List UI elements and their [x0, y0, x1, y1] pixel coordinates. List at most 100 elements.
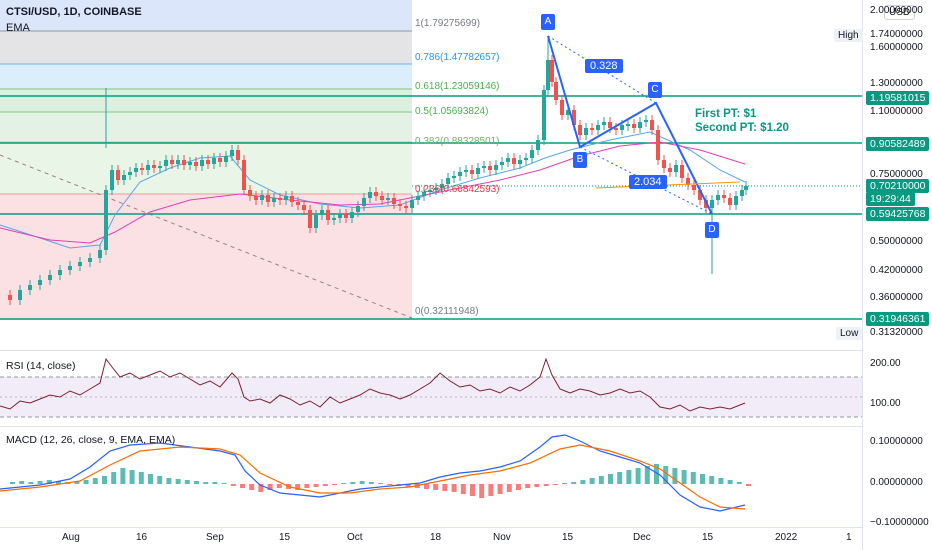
candle-body [230, 150, 234, 156]
candle-body [632, 124, 636, 128]
macd-hist-bar [304, 484, 310, 488]
candle-body [98, 250, 102, 258]
macd-hist-bar [341, 483, 347, 484]
macd-tick: 0.00000000 [870, 477, 923, 488]
rsi-title[interactable]: RSI (14, close) [6, 360, 76, 372]
candle-body [740, 190, 744, 196]
candle-body [212, 158, 216, 164]
macd-hist-bar [424, 484, 429, 489]
macd-hist-bar [194, 481, 199, 484]
candle-body [734, 196, 738, 205]
time-axis-divider [0, 527, 862, 528]
candle-body [744, 186, 748, 190]
candle-body [314, 215, 318, 228]
macd-hist-bar [203, 482, 209, 484]
macd-hist-bar [598, 476, 604, 484]
candle-body [302, 205, 306, 210]
macd-hist-bar [37, 481, 43, 484]
candle-body [728, 198, 732, 205]
price-tag-resistance: 1.19581015 [866, 91, 930, 105]
candle-body [398, 204, 402, 206]
macd-hist-bar [617, 472, 623, 484]
candle-body [308, 210, 312, 228]
macd-hist-bar [387, 484, 393, 485]
price-chart[interactable] [0, 0, 862, 350]
candle-body [326, 210, 330, 220]
macd-hist-bar [534, 484, 540, 487]
candle-body [500, 162, 504, 165]
candle-body [392, 198, 396, 204]
candle-body [362, 198, 366, 206]
macd-hist-bar [746, 484, 751, 486]
macd-hist-bar [148, 474, 153, 484]
macd-chart[interactable] [0, 427, 862, 527]
price-tick: 1.10000000 [870, 106, 923, 117]
fib-zone-top [0, 0, 412, 31]
candle-body [8, 295, 12, 300]
fib-trendline[interactable] [0, 154, 413, 319]
second-target-annotation: Second PT: $1.20 [695, 122, 789, 134]
macd-hist-bar [313, 484, 319, 487]
candle-body [68, 266, 72, 270]
ema-fast-line [0, 131, 746, 249]
symbol-title[interactable]: CTSI/USD, 1D, COINBASE [6, 6, 142, 18]
rsi-chart[interactable] [0, 351, 862, 426]
candle-body [200, 160, 204, 166]
macd-hist-bar [736, 482, 742, 484]
indicator-legend[interactable]: EMA [6, 22, 30, 34]
candle-body [680, 165, 684, 178]
price-tick: 1.30000000 [870, 78, 923, 89]
macd-hist-bar [709, 476, 715, 484]
macd-hist-bar [102, 476, 107, 484]
low-label: Low [836, 327, 863, 340]
candle-body [254, 196, 258, 200]
pane-divider[interactable] [0, 426, 862, 427]
macd-hist-bar [332, 484, 337, 485]
candle-body [116, 170, 120, 180]
candle-body [506, 158, 510, 162]
price-tag-current: 0.70210000 [866, 179, 930, 193]
fib-zone-gray [0, 31, 412, 64]
candle-body [716, 195, 720, 200]
candle-body [134, 168, 138, 172]
macd-hist-bar [368, 482, 374, 484]
macd-hist-bar [488, 484, 494, 496]
candle-body [104, 190, 108, 250]
pattern-point-d: D [705, 222, 719, 238]
candle-body [58, 270, 62, 275]
candle-body [78, 262, 82, 266]
candle-body [48, 275, 52, 280]
candle-body [662, 160, 666, 168]
macd-hist-bar [635, 468, 641, 484]
candle-body [542, 90, 546, 140]
macd-hist-bar [175, 479, 181, 484]
candle-body [224, 156, 228, 162]
fib-zone-blue [0, 64, 412, 89]
pane-divider[interactable] [0, 350, 862, 351]
price-tick: 0.50000000 [870, 236, 923, 247]
horizontal-levels[interactable] [0, 95, 862, 320]
candle-body [170, 160, 174, 164]
candlesticks [8, 36, 748, 305]
macd-hist-bar [28, 482, 34, 484]
pattern-ratio-ab-c: 0.328 [585, 59, 623, 73]
candle-body [620, 125, 624, 130]
candle-body [296, 202, 300, 205]
macd-hist-bar [46, 480, 52, 484]
macd-hist-bar [10, 482, 15, 484]
macd-hist-bar [571, 482, 577, 484]
candle-body [152, 165, 156, 168]
macd-hist-bar [405, 484, 411, 487]
fib-label-0382: 0.382(0.88328501) [415, 136, 500, 147]
candle-body [140, 168, 144, 170]
currency-button[interactable]: USD [884, 5, 916, 20]
macd-hist-bar [589, 478, 595, 484]
macd-hist-bar [212, 482, 218, 484]
candle-body [416, 196, 420, 200]
time-label: 16 [136, 532, 148, 543]
macd-title[interactable]: MACD (12, 26, close, 9, EMA, EMA) [6, 434, 176, 446]
time-label: Aug [62, 532, 80, 543]
macd-hist-bar [663, 466, 669, 484]
candle-body [332, 218, 336, 220]
abcd-pattern[interactable] [547, 35, 713, 215]
